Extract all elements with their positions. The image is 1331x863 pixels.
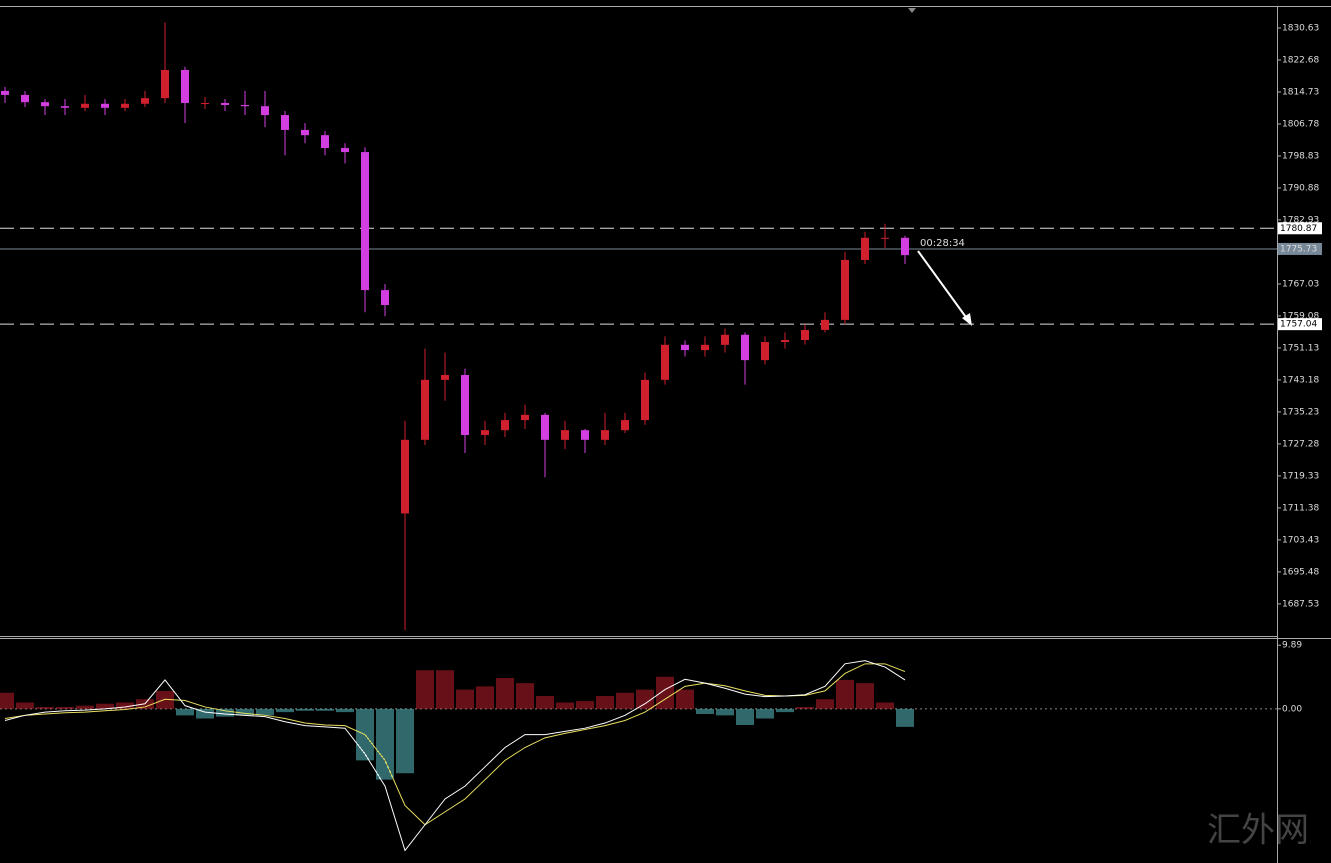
candle-body [341,148,349,153]
candle-body [141,98,149,104]
candle-body [741,334,749,361]
candle-body [821,319,829,330]
candle-body [641,379,649,421]
candle-body [561,430,569,440]
candle-body [161,69,169,99]
candle-body [721,334,729,345]
candle-body [221,102,229,105]
candle-body [501,420,509,431]
candle-body [401,439,409,514]
current-price-tag [1278,242,1322,255]
y-tick-label: 1767.03 [1282,279,1319,289]
y-tick-label: 1719.33 [1282,471,1319,481]
y-tick-label: 1735.23 [1282,407,1319,417]
level-tag [1278,318,1322,331]
y-tick-label: 1703.43 [1282,535,1319,545]
arrow-line [917,250,969,321]
candle-body [881,237,889,239]
level-tag [1278,222,1322,235]
bar-timer: 00:28:34 [920,238,965,249]
candle-body [841,259,849,320]
candle-body [861,237,869,260]
candle-body [261,106,269,116]
y-tick-label: 1711.38 [1282,503,1319,513]
candle-body [201,102,209,104]
y-tick-label: 1830.63 [1282,24,1319,34]
candle-body [581,430,589,440]
y-tick-label: 1687.53 [1282,599,1319,609]
candle-body [621,420,629,431]
level-tag-label: 1757.04 [1280,320,1317,330]
candle-body [41,102,49,107]
candle-body [681,344,689,351]
y-tick-label: 1727.28 [1282,439,1319,449]
y-tick-label: 0.00 [1282,704,1302,714]
current-price-label: 1775.73 [1280,244,1317,254]
candle-body [761,342,769,361]
candle-body [61,106,69,108]
candle-body [661,344,669,380]
candle-body [441,375,449,380]
candle-body [321,135,329,149]
candle-body [301,129,309,136]
macd-line [4,660,906,852]
signal-line [4,663,906,826]
candle-body [781,340,789,343]
y-tick-label: 1822.68 [1282,55,1319,65]
candle-body [481,430,489,435]
y-tick-label: 1751.13 [1282,343,1319,353]
y-tick-label: 9.89 [1282,641,1302,651]
candle-body [121,103,129,108]
candle-body [701,344,709,351]
candle-body [381,290,389,305]
y-tick-label: 1759.08 [1282,311,1319,321]
candle-body [1,90,9,95]
y-tick-label: 1695.48 [1282,567,1319,577]
candle-body [421,379,429,440]
candle-body [181,69,189,103]
y-tick-label: 1814.73 [1282,87,1319,97]
y-tick-label: 1790.88 [1282,183,1319,193]
shift-marker [908,8,916,13]
candle-body [241,104,249,107]
arrow-head [962,313,972,326]
candle-body [21,94,29,103]
y-tick-label: 1806.78 [1282,119,1319,129]
candle-body [801,329,809,341]
candle-body [601,430,609,440]
candle-body [541,414,549,440]
watermark: 汇外网 [1207,811,1309,851]
y-tick-label: 1743.18 [1282,375,1319,385]
candle-body [101,103,109,108]
level-tag-label: 1780.87 [1280,224,1317,234]
candle-body [521,414,529,421]
y-tick-label: 1798.83 [1282,151,1319,161]
candle-body [901,237,909,256]
candle-body [461,375,469,435]
candle-body [81,103,89,108]
candle-body [361,152,369,291]
candle-body [281,115,289,130]
y-tick-label: 1782.93 [1282,215,1319,225]
